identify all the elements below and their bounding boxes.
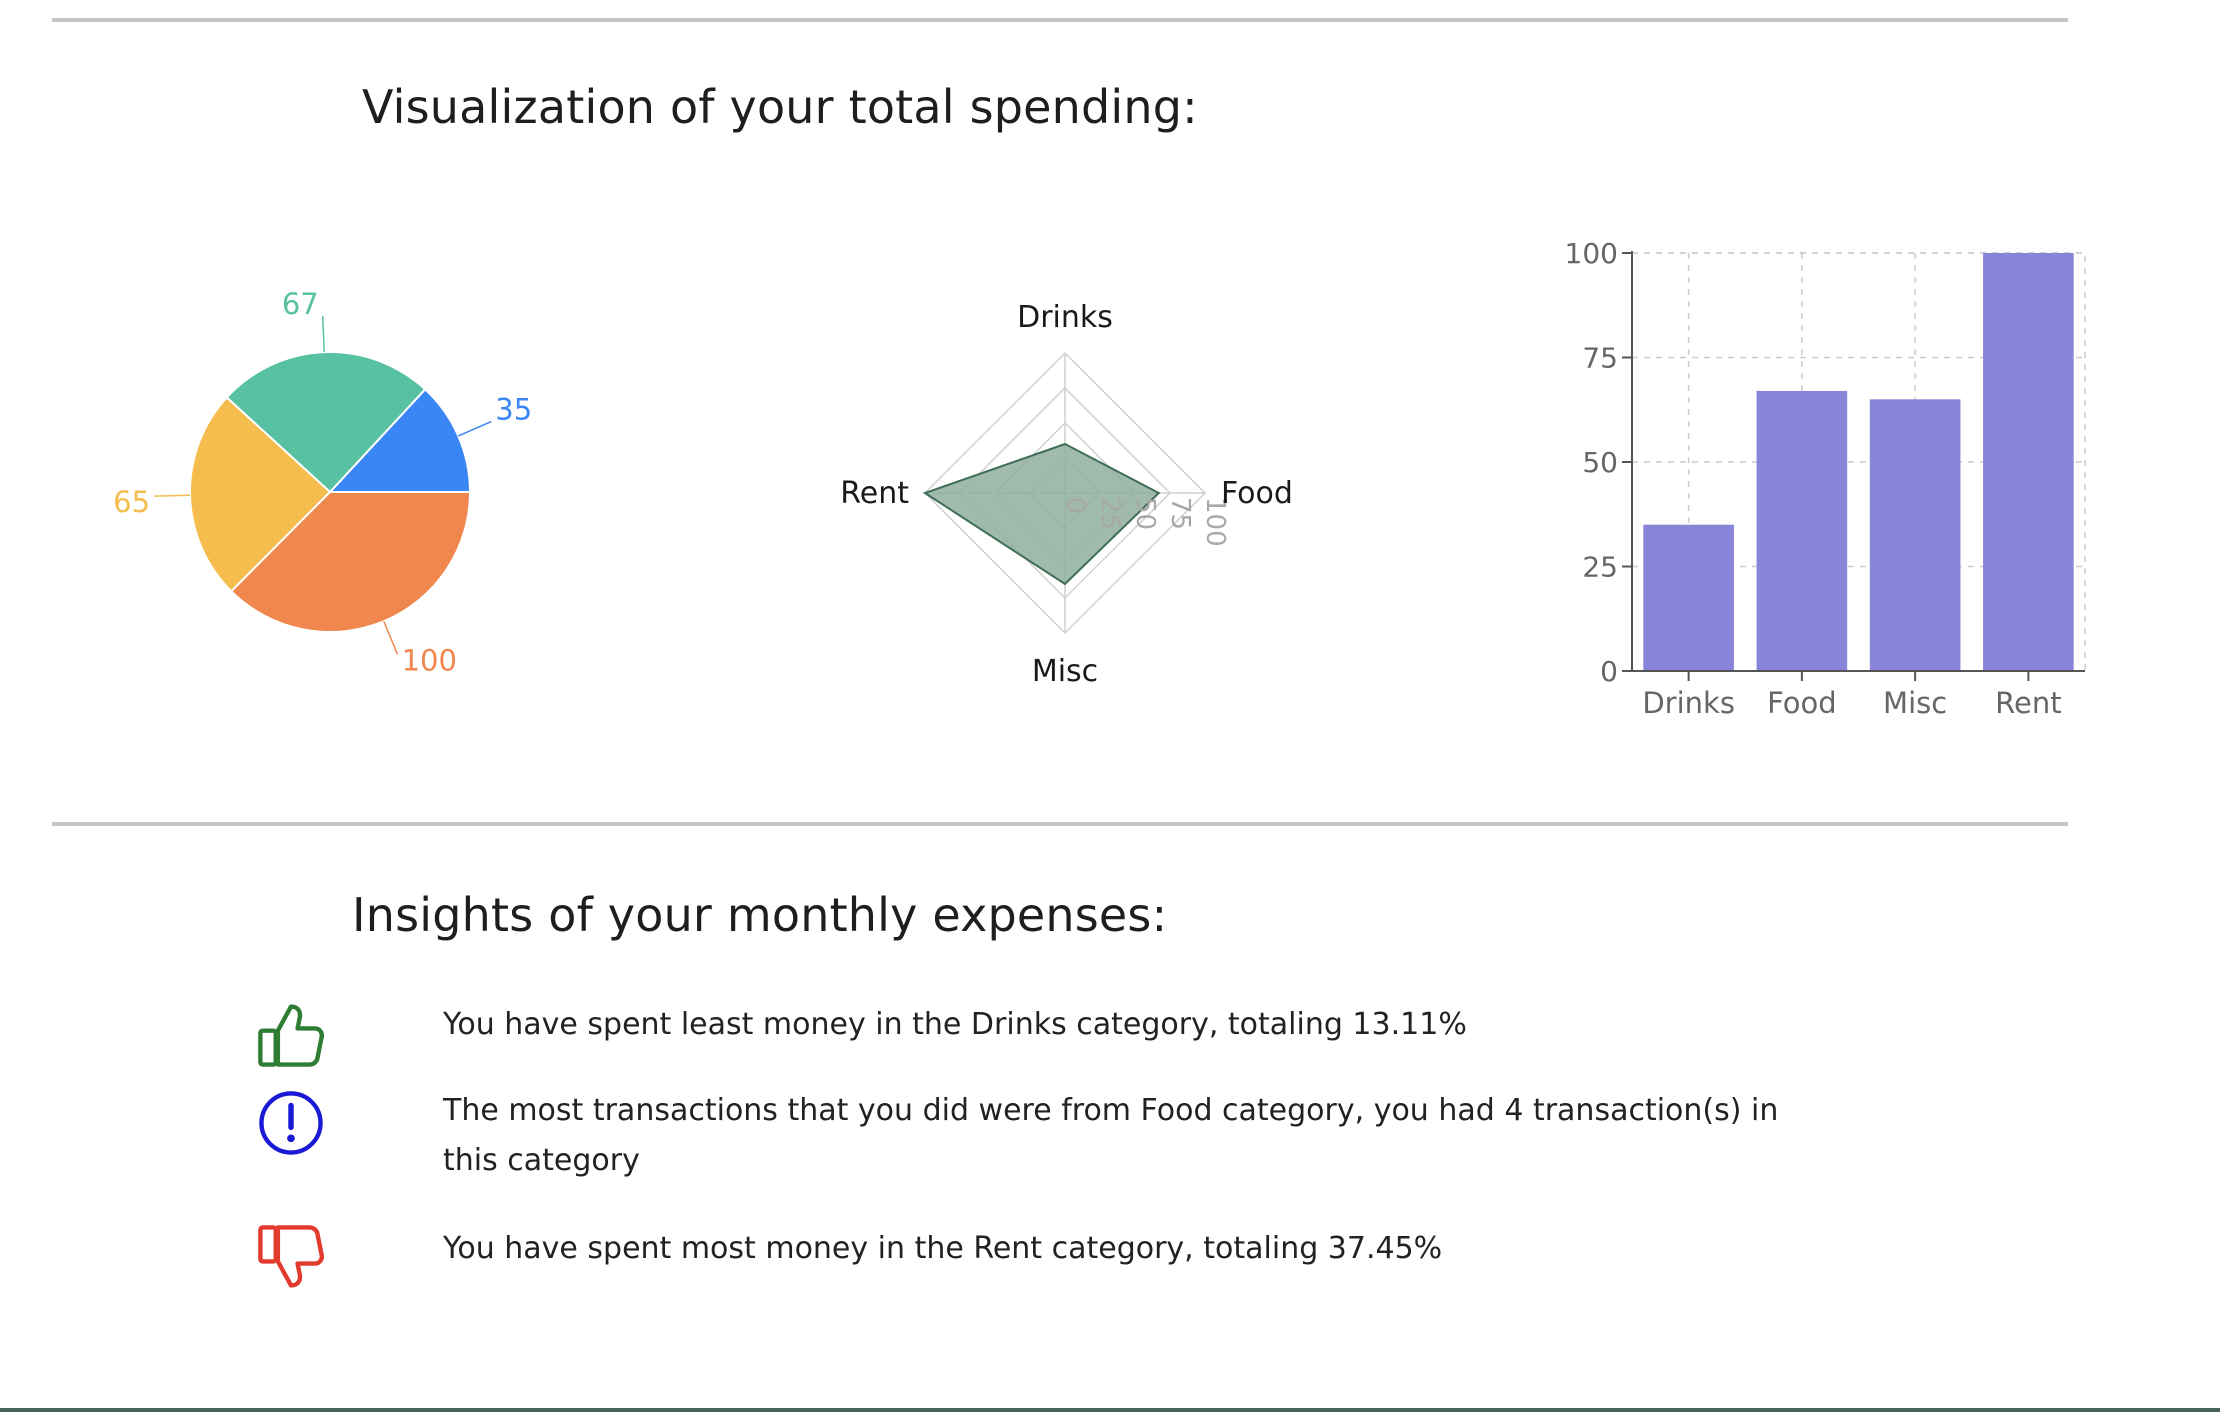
bar-y-tick-label: 50 <box>1582 446 1618 479</box>
pie-label-line-drinks <box>457 420 492 437</box>
insights-title: Insights of your monthly expenses: <box>352 888 1168 942</box>
bar-x-tick-label-rent: Rent <box>1995 686 2061 720</box>
bar-x-tick-label-drinks: Drinks <box>1642 686 1735 720</box>
thumbs-up-icon <box>258 1004 325 1067</box>
top-divider <box>52 18 2068 22</box>
pie-label-food: 67 <box>282 287 319 321</box>
bar-y-tick-label: 25 <box>1582 551 1618 584</box>
pie-label-rent: 100 <box>402 644 457 678</box>
radar-chart: 0 25 50 75 100 Drinks Food Misc Rent <box>840 300 1293 689</box>
pie-slice-rent <box>229 491 472 633</box>
pie-label-line-rent <box>383 620 399 655</box>
insight-text-least-spent: You have spent least money in the Drinks… <box>443 1007 1467 1042</box>
pie-slice-misc <box>189 396 332 593</box>
bar-misc <box>1869 399 1961 671</box>
visualization-title: Visualization of your total spending: <box>362 80 1198 134</box>
bar-y-tick-label: 100 <box>1565 237 1618 270</box>
radar-axis-label-drinks: Drinks <box>1017 300 1113 335</box>
pie-label-drinks: 35 <box>495 393 532 427</box>
pie-chart: 35 67 65 100 <box>113 287 532 678</box>
pie-label-line-misc <box>154 494 191 497</box>
bar-chart: 0 25 50 75 100 Drinks Food Misc Rent <box>1565 237 2086 720</box>
bar-rent <box>1983 253 2074 671</box>
bar-x-tick-label-misc: Misc <box>1883 686 1947 720</box>
radar-tick-label: 50 <box>1130 497 1160 530</box>
radar-tick-label: 75 <box>1165 497 1195 530</box>
middle-divider <box>52 822 2068 826</box>
pie-slice-drinks <box>327 387 472 493</box>
insight-text-most-spent: You have spent most money in the Rent ca… <box>443 1231 1443 1266</box>
pie-label-line-food <box>322 316 325 353</box>
pie-label-misc: 65 <box>113 485 150 519</box>
radar-tick-label: 0 <box>1060 497 1090 514</box>
radar-tick-label: 25 <box>1095 497 1125 530</box>
bar-y-tick-label: 75 <box>1582 342 1618 375</box>
radar-axis-label-misc: Misc <box>1032 654 1098 689</box>
radar-tick-label: 100 <box>1200 497 1230 547</box>
bar-y-tick-label: 0 <box>1600 655 1618 688</box>
bar-drinks <box>1643 524 1734 671</box>
pie-slice-food <box>225 351 427 494</box>
bar-food <box>1756 390 1848 671</box>
insight-text-most-transactions: The most transactions that you did were … <box>443 1093 1779 1178</box>
radar-area <box>922 442 1161 586</box>
radar-axis-label-food: Food <box>1221 476 1293 511</box>
info-exclamation-icon <box>259 1091 323 1155</box>
thumbs-down-icon <box>258 1225 325 1288</box>
bar-x-tick-label-food: Food <box>1767 686 1837 720</box>
footer-bar <box>0 1408 2220 1412</box>
radar-axis-label-rent: Rent <box>840 476 909 511</box>
